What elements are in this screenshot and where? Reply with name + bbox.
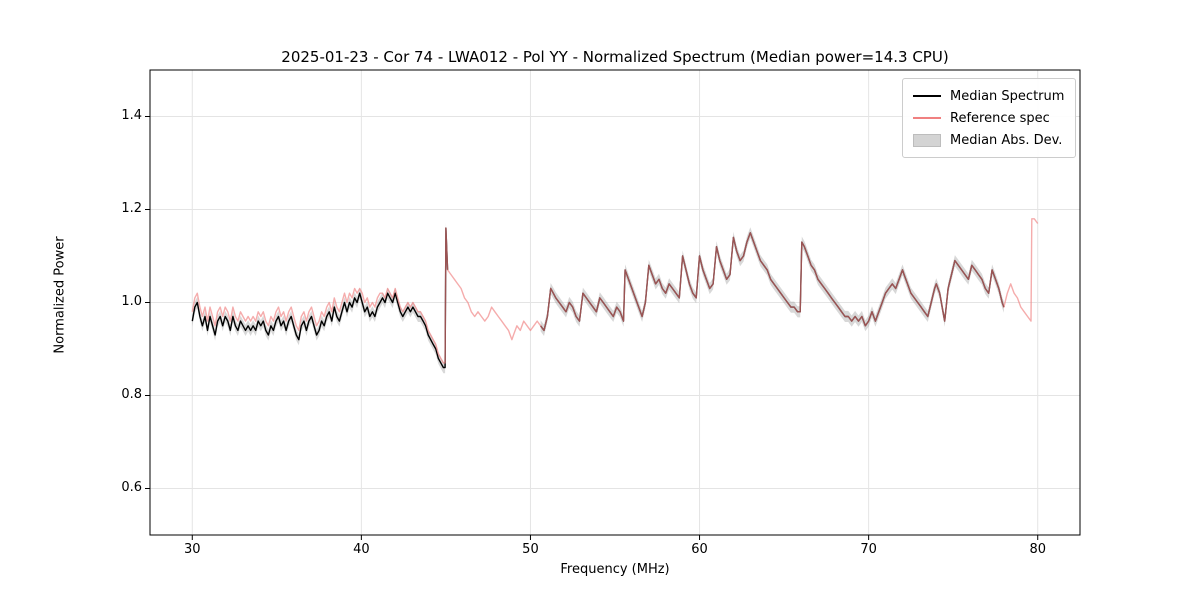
median-spectrum-line [191,227,449,369]
x-tick-label: 40 [353,542,370,557]
legend-item-reference-spec: Reference spec [913,107,1065,129]
x-tick-label: 50 [522,542,539,557]
legend-label: Median Spectrum [950,88,1065,104]
reference-spectrum-line [191,218,1039,364]
chart-title: 2025-01-23 - Cor 74 - LWA012 - Pol YY - … [281,48,949,66]
x-tick-label: 70 [860,542,877,557]
y-tick-label: 0.6 [121,479,142,495]
y-axis-label: Normalized Power [52,236,68,354]
x-tick-label: 60 [691,542,708,557]
x-axis-label: Frequency (MHz) [560,562,670,577]
legend-item-median-abs-dev: Median Abs. Dev. [913,129,1065,151]
y-tick-label: 0.8 [121,386,142,402]
y-tick-label: 1.0 [121,293,142,309]
y-tick-label: 1.4 [121,107,142,123]
y-tick-label: 1.2 [121,200,142,216]
legend-item-median-spectrum: Median Spectrum [913,85,1065,107]
legend: Median Spectrum Reference spec Median Ab… [902,78,1076,158]
reference-line-swatch-icon [913,117,941,119]
x-tick-label: 80 [1029,542,1046,557]
legend-label: Median Abs. Dev. [950,132,1063,148]
legend-label: Reference spec [950,110,1050,126]
x-tick-label: 30 [183,542,201,557]
mad-patch-swatch-icon [913,133,941,147]
median-line-swatch-icon [913,95,941,97]
mad-band [192,222,448,374]
